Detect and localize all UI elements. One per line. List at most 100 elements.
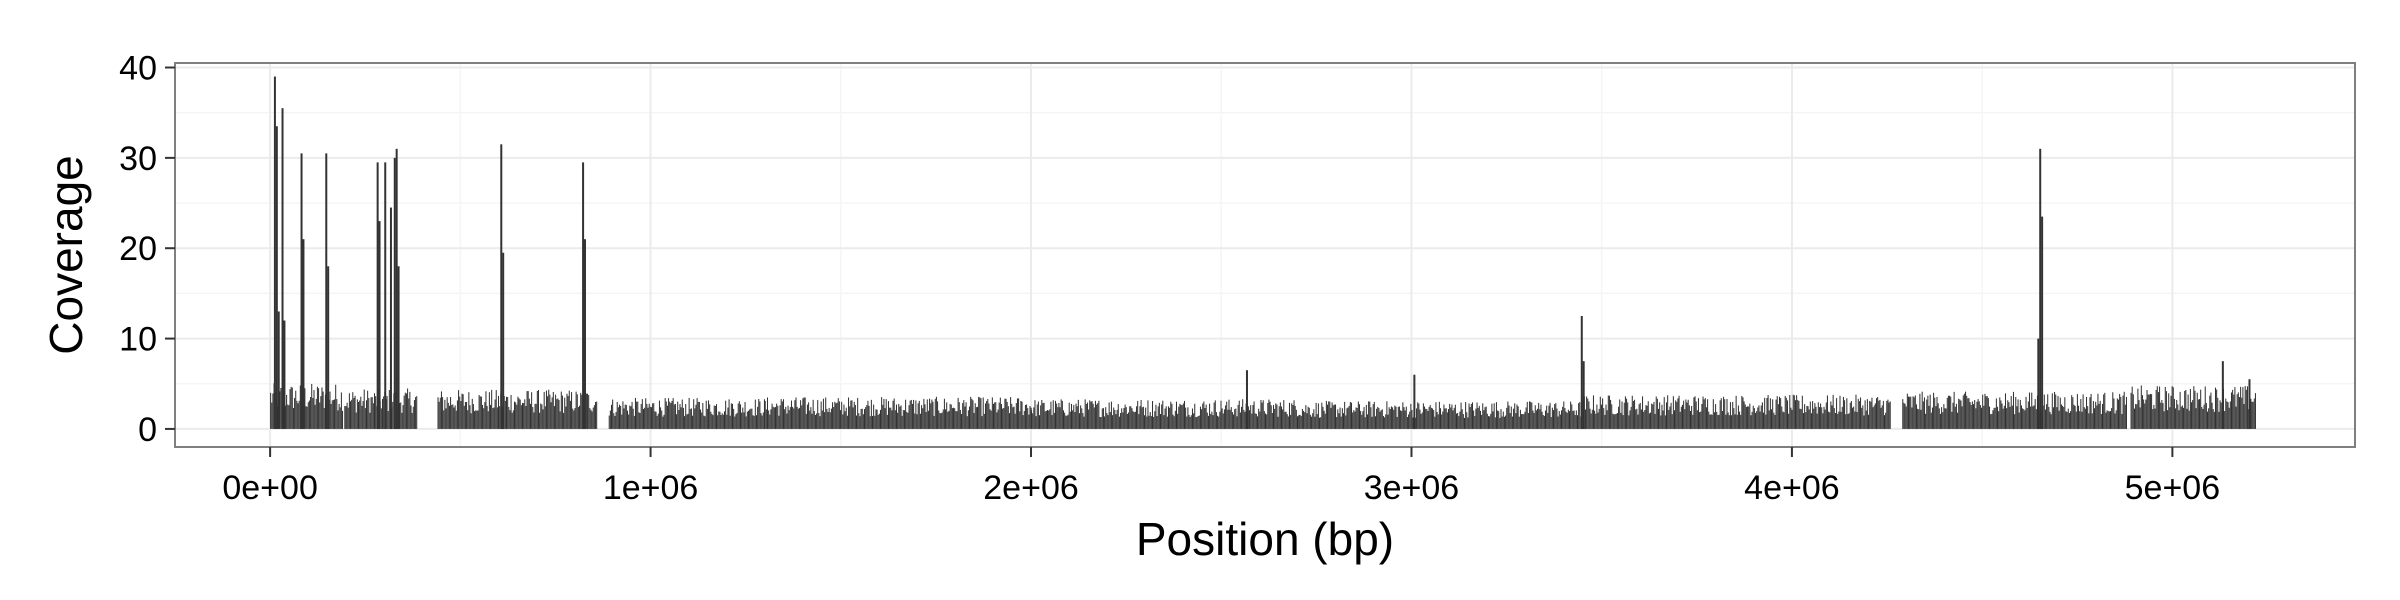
coverage-bar [841,401,843,429]
coverage-bar [1772,399,1774,429]
coverage-bar [320,396,322,429]
coverage-bar [1270,405,1272,429]
coverage-bar [1070,403,1072,429]
coverage-bar [1834,413,1836,429]
coverage-bar [1797,399,1799,429]
coverage-bar [1572,411,1574,429]
coverage-bar [1597,412,1599,429]
coverage-bar [2051,393,2053,429]
coverage-bar [631,402,633,429]
coverage-bar [1809,401,1811,429]
coverage-bar [2237,392,2239,429]
coverage-bar [313,390,315,429]
coverage-bar [615,411,617,429]
coverage-bar [709,404,711,429]
minor-gridlines [175,63,2355,447]
coverage-bar [1752,405,1754,429]
coverage-bar [576,394,578,429]
coverage-bar [1142,406,1144,429]
coverage-bar [731,403,734,429]
coverage-bar [1800,409,1802,429]
coverage-bar [2235,406,2237,429]
coverage-bar [1643,411,1645,429]
coverage-bar [1839,395,1841,429]
coverage-bar [1108,402,1110,429]
coverage-bar [871,415,874,429]
coverage-bar [400,402,402,429]
coverage-bar [650,407,652,429]
coverage-bar [322,391,324,429]
coverage-bar [1327,404,1329,429]
coverage-bar [1742,397,1744,429]
coverage-bar [1088,409,1090,429]
coverage-bar [2018,412,2020,429]
coverage-bar [2168,393,2170,429]
coverage-bar [858,413,860,429]
coverage-bar [1777,404,1779,429]
coverage-bar [1468,403,1470,429]
coverage-bar [933,415,935,429]
coverage-bar [2185,390,2187,429]
coverage-bar [2140,385,2142,429]
coverage-bar [1978,401,1980,429]
coverage-bar [1910,396,1912,429]
coverage-bar [297,403,299,429]
coverage-bar [510,394,512,429]
coverage-bar [2121,414,2123,429]
coverage-bar [903,410,905,429]
coverage-bar [853,401,855,429]
coverage-bar [461,393,463,429]
coverage-bar [1353,410,1355,429]
coverage-bar [1309,414,1311,429]
coverage-bar [649,406,651,429]
coverage-bar [996,412,998,429]
coverage-bar [410,405,412,429]
coverage-bar [1223,409,1225,429]
coverage-bar [733,408,735,429]
coverage-bar [1989,406,1991,429]
coverage-bar [2009,406,2011,429]
coverage-bar [726,414,728,429]
coverage-bar [736,412,738,429]
coverage-bar [1291,403,1293,429]
coverage-bar [1576,415,1578,429]
coverage-bar [1314,416,1316,429]
coverage-bar [1630,406,1632,429]
coverage-bar [2031,392,2033,429]
coverage-bar [1077,399,1079,429]
coverage-bar [1846,398,1848,429]
coverage-bar [1548,405,1550,429]
coverage-bar [2055,394,2057,429]
coverage-bar [272,393,274,429]
coverage-bar [1685,399,1687,429]
coverage-bar [1373,401,1375,429]
coverage-bar [2157,392,2159,429]
coverage-bar [929,398,931,429]
coverage-bar [2209,395,2211,429]
coverage-bar [485,391,487,429]
coverage-bar [467,410,469,429]
coverage-bar [848,397,850,429]
coverage-bar [1394,405,1396,429]
coverage-bar [2205,402,2207,429]
coverage-bar [822,398,824,429]
coverage-bar [1672,396,1674,429]
coverage-peak-bar [393,157,396,429]
coverage-peak-bar [327,266,330,429]
coverage-bar [1201,409,1203,429]
coverage-bar [1863,415,1865,429]
coverage-bar [2105,412,2107,429]
coverage-bar [949,403,951,429]
coverage-bar [747,410,749,429]
coverage-bar [1613,414,1615,429]
coverage-bar [618,404,621,429]
coverage-bar [1303,410,1305,429]
coverage-bar [2096,405,2098,429]
coverage-bar [1517,406,1519,429]
coverage-bar [1966,395,1968,429]
coverage-bar [722,414,724,429]
coverage-bar [596,401,598,429]
coverage-bar [2244,386,2246,429]
coverage-bar [2081,411,2083,429]
coverage-bar [1513,408,1515,429]
